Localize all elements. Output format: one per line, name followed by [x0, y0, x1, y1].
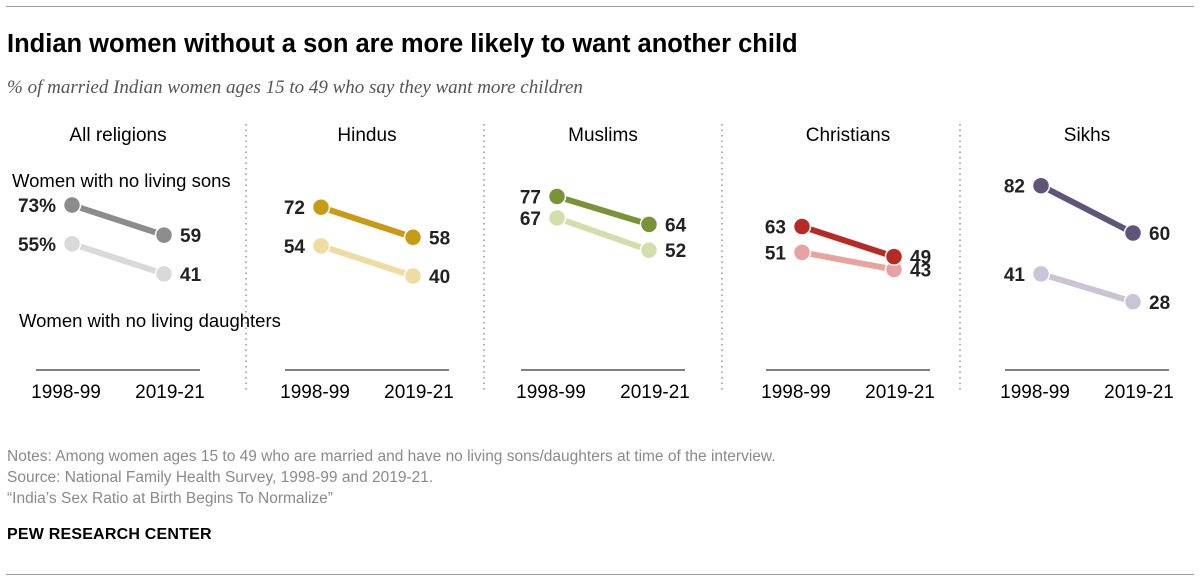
data-point-no-sons [154, 225, 174, 245]
series-line-no-sons [1038, 182, 1136, 236]
report-title-line: “India’s Sex Ratio at Birth Begins To No… [7, 490, 333, 507]
x-tick-label: 1998-99 [31, 382, 101, 403]
data-label-no-daughters: 40 [429, 267, 450, 288]
data-label-no-sons: 63 [765, 218, 786, 239]
x-tick-label: 2019-21 [135, 382, 205, 403]
data-label-no-sons: 72 [284, 198, 305, 219]
chart-area: All religions 1998-99 2019-21 55% 41 73% 59 Hin… [12, 124, 1174, 403]
data-point-no-sons [547, 187, 567, 206]
data-point-no-daughters [1123, 292, 1143, 312]
x-tick-label: 1998-99 [1000, 382, 1070, 403]
data-label-no-sons: 60 [1149, 224, 1170, 245]
data-point-no-daughters [1031, 264, 1051, 284]
chart-subtitle: % of married Indian women ages 15 to 49 … [7, 77, 583, 98]
data-point-no-daughters [154, 264, 174, 284]
x-tick-label: 2019-21 [620, 382, 690, 403]
panel-title: Hindus [337, 125, 396, 146]
panel-title: Muslims [568, 125, 638, 146]
data-label-no-daughters: 55% [18, 235, 56, 256]
panel-title: Christians [806, 125, 890, 146]
series-line-no-sons [318, 204, 416, 241]
data-point-no-daughters [639, 240, 659, 260]
data-label-no-daughters: 41 [180, 265, 202, 286]
data-point-no-sons [62, 195, 82, 215]
series-line-no-daughters [318, 242, 416, 279]
data-point-no-daughters [62, 234, 82, 253]
data-label-no-daughters: 51 [765, 243, 787, 264]
data-point-no-sons [311, 197, 331, 217]
bottom-rule [6, 574, 1194, 575]
data-label-no-daughters: 43 [910, 261, 931, 282]
data-label-no-daughters: 67 [520, 209, 541, 230]
x-tick-label: 2019-21 [384, 382, 454, 403]
data-label-no-sons: 82 [1004, 177, 1025, 198]
x-tick-label: 1998-99 [761, 382, 831, 403]
data-label-no-sons: 49 [910, 248, 931, 269]
panel-title: All religions [69, 125, 166, 146]
x-tick-label: 2019-21 [865, 382, 935, 403]
x-tick-label: 2019-21 [1104, 382, 1174, 403]
data-label-no-daughters: 54 [284, 237, 306, 258]
series-line-no-daughters [799, 249, 897, 273]
annotation-no-sons: Women with no living sons [12, 170, 231, 191]
data-point-no-sons [1031, 176, 1051, 195]
x-tick-label: 1998-99 [516, 382, 586, 403]
series-line-no-daughters [69, 240, 167, 277]
chart-title: Indian women without a son are more like… [7, 30, 798, 58]
data-point-no-sons [884, 247, 904, 266]
data-point-no-daughters [403, 266, 423, 286]
data-point-no-sons [1123, 223, 1143, 243]
data-label-no-sons: 59 [180, 226, 201, 247]
series-line-no-sons [799, 223, 897, 260]
top-rule [6, 6, 1194, 7]
source-line: Source: National Family Health Survey, 1… [7, 469, 434, 486]
data-point-no-daughters [792, 243, 812, 262]
data-label-no-sons: 73% [18, 196, 56, 217]
annotation-no-daughters: Women with no living daughters [19, 310, 281, 331]
data-point-no-daughters [311, 236, 331, 256]
notes: Notes: Among women ages 15 to 49 who are… [7, 446, 776, 509]
notes-line: Notes: Among women ages 15 to 49 who are… [7, 448, 776, 465]
data-label-no-daughters: 52 [665, 241, 686, 262]
data-point-no-daughters [547, 208, 567, 228]
data-point-no-sons [403, 228, 423, 247]
brand-name: PEW RESEARCH CENTER [7, 526, 212, 543]
data-label-no-sons: 77 [520, 187, 541, 208]
series-line-no-daughters [1038, 270, 1136, 305]
panel-title: Sikhs [1064, 125, 1110, 146]
data-label-no-sons: 58 [429, 228, 450, 249]
series-line-no-sons [554, 193, 652, 228]
data-label-no-daughters: 41 [1004, 265, 1026, 286]
data-point-no-sons [792, 217, 812, 236]
series-line-no-sons [69, 202, 167, 239]
data-label-no-sons: 64 [665, 215, 687, 236]
series-line-no-daughters [554, 214, 652, 254]
data-point-no-sons [639, 215, 659, 234]
data-label-no-daughters: 28 [1149, 293, 1170, 314]
x-tick-label: 1998-99 [280, 382, 350, 403]
